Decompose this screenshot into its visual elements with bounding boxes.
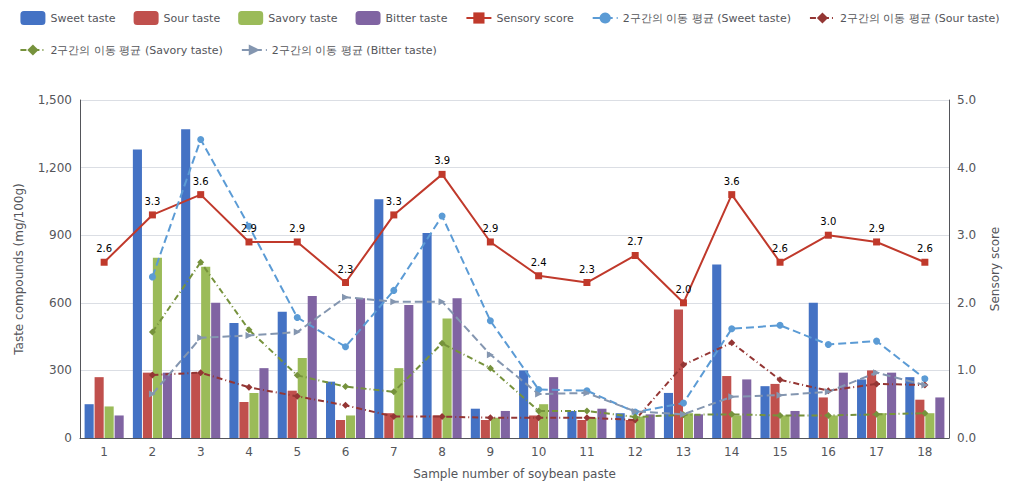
- svg-text:2.0: 2.0: [676, 284, 692, 295]
- svg-text:6: 6: [342, 445, 350, 459]
- svg-text:9: 9: [487, 445, 495, 459]
- svg-text:1,500: 1,500: [38, 93, 72, 107]
- svg-text:600: 600: [49, 296, 72, 310]
- svg-text:Sour taste: Sour taste: [164, 12, 221, 25]
- svg-text:2.0: 2.0: [957, 296, 976, 310]
- svg-text:17: 17: [869, 445, 884, 459]
- svg-text:15: 15: [772, 445, 787, 459]
- svg-text:2.9: 2.9: [869, 223, 885, 234]
- svg-text:18: 18: [917, 445, 932, 459]
- svg-text:3.6: 3.6: [724, 176, 740, 187]
- svg-text:0.0: 0.0: [957, 431, 976, 445]
- svg-text:900: 900: [49, 228, 72, 242]
- svg-text:Sensory score: Sensory score: [988, 227, 1002, 311]
- svg-text:3: 3: [197, 445, 205, 459]
- svg-text:Savory taste: Savory taste: [268, 12, 338, 25]
- svg-text:2.9: 2.9: [289, 223, 305, 234]
- svg-text:5.0: 5.0: [957, 93, 976, 107]
- svg-text:3.6: 3.6: [193, 176, 209, 187]
- svg-text:2.3: 2.3: [338, 264, 354, 275]
- svg-text:2구간의 이동 평균 (Sweet taste): 2구간의 이동 평균 (Sweet taste): [623, 12, 791, 25]
- svg-text:1.0: 1.0: [957, 363, 976, 377]
- svg-text:Bitter taste: Bitter taste: [386, 12, 448, 25]
- svg-text:2구간의 이동 평균 (Sour taste): 2구간의 이동 평균 (Sour taste): [840, 12, 1000, 25]
- svg-text:300: 300: [49, 363, 72, 377]
- svg-text:2.3: 2.3: [579, 264, 595, 275]
- svg-text:2.6: 2.6: [917, 243, 933, 254]
- svg-text:1,200: 1,200: [38, 161, 72, 175]
- svg-text:7: 7: [390, 445, 398, 459]
- svg-text:3.9: 3.9: [434, 155, 450, 166]
- svg-text:1: 1: [100, 445, 108, 459]
- svg-text:2.6: 2.6: [772, 243, 788, 254]
- svg-text:2.9: 2.9: [241, 223, 257, 234]
- svg-text:14: 14: [724, 445, 739, 459]
- svg-text:12: 12: [628, 445, 643, 459]
- svg-text:Sensory score: Sensory score: [496, 12, 574, 25]
- svg-text:3.3: 3.3: [144, 196, 160, 207]
- svg-text:2.6: 2.6: [96, 243, 112, 254]
- svg-text:10: 10: [531, 445, 546, 459]
- svg-text:Taste compounds (mg/100g): Taste compounds (mg/100g): [12, 183, 26, 356]
- svg-text:2.7: 2.7: [627, 236, 643, 247]
- svg-text:2.9: 2.9: [482, 223, 498, 234]
- svg-text:3.3: 3.3: [386, 196, 402, 207]
- svg-text:3.0: 3.0: [820, 216, 836, 227]
- svg-text:4.0: 4.0: [957, 161, 976, 175]
- svg-text:Sample number of soybean paste: Sample number of soybean paste: [413, 467, 616, 481]
- svg-text:2.4: 2.4: [531, 257, 547, 268]
- svg-text:16: 16: [821, 445, 836, 459]
- svg-text:11: 11: [579, 445, 594, 459]
- svg-text:2: 2: [149, 445, 157, 459]
- svg-text:2구간의 이동 평균 (Bitter taste): 2구간의 이동 평균 (Bitter taste): [272, 44, 437, 57]
- svg-text:2구간의 이동 평균 (Savory taste): 2구간의 이동 평균 (Savory taste): [50, 44, 222, 57]
- svg-text:0: 0: [64, 431, 72, 445]
- svg-text:8: 8: [438, 445, 446, 459]
- svg-text:5: 5: [293, 445, 301, 459]
- svg-text:4: 4: [245, 445, 253, 459]
- svg-text:13: 13: [676, 445, 691, 459]
- svg-text:Sweet taste: Sweet taste: [50, 12, 115, 25]
- svg-text:3.0: 3.0: [957, 228, 976, 242]
